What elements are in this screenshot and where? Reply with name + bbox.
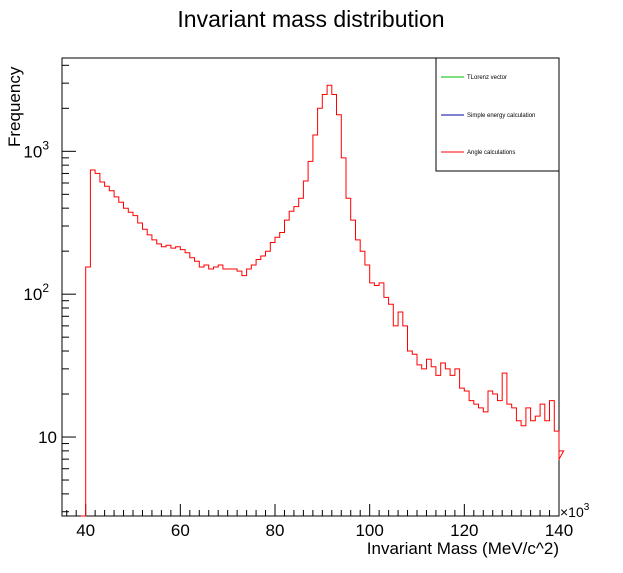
plot-frame xyxy=(61,57,560,517)
y-tick-label: 102 xyxy=(23,281,49,304)
axis-ticks: 40 60 80 100 120 140 10 102 103 xyxy=(23,64,573,540)
x-tick-label: 80 xyxy=(266,521,285,540)
x-tick-label: 120 xyxy=(450,521,478,540)
x-tick-label: 140 xyxy=(545,521,573,540)
y-tick-label: 10 xyxy=(38,428,57,447)
legend-label: Angle calculations xyxy=(467,150,515,156)
x-axis-label: Invariant Mass (MeV/c^2) xyxy=(367,539,559,558)
legend: TLorenz vector Simple energy calculation A… xyxy=(435,57,560,172)
x-tick-label: 60 xyxy=(171,521,190,540)
y-tick-label: 103 xyxy=(23,138,49,161)
y-axis-label: Frequency xyxy=(5,66,24,147)
legend-label: TLorenz vector xyxy=(467,75,507,81)
series-line-0 xyxy=(80,84,565,517)
x-tick-label: 100 xyxy=(355,521,383,540)
series-layer xyxy=(80,84,565,517)
x-axis-multiplier: ×103 xyxy=(560,502,590,520)
chart-title: Invariant mass distribution xyxy=(177,6,444,32)
legend-label: Simple energy calculation xyxy=(467,113,535,119)
x-tick-label: 40 xyxy=(76,521,95,540)
